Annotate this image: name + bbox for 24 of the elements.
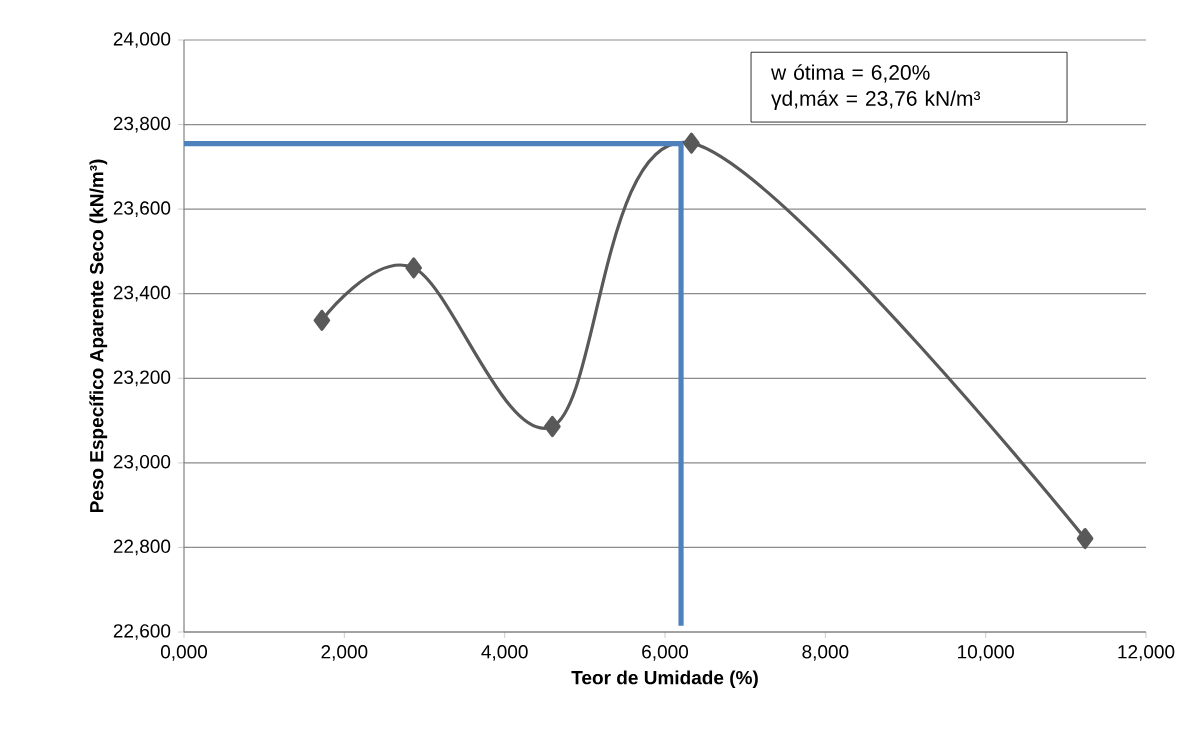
x-axis-title: Teor de Umidade (%) — [571, 670, 758, 689]
point — [405, 257, 423, 279]
x-tick-label: 8,000 — [802, 645, 849, 661]
y-tick-label: 23,200 — [113, 370, 171, 387]
y-axis-title: Peso Específico Aparente Seco (kN/m³) — [89, 159, 108, 513]
point — [544, 415, 561, 438]
y-tick-label: 22,800 — [113, 539, 171, 556]
x-tick-label: 6,000 — [642, 645, 689, 661]
y-tick-label: 23,400 — [113, 285, 171, 302]
annotation: w ótima = 6,20% — [771, 64, 930, 83]
y-tick-label: 23,600 — [113, 201, 171, 217]
x-tick-label: 0,000 — [160, 645, 208, 661]
x-tick-label: 10,000 — [958, 645, 1014, 661]
x-tick-label: 4,000 — [481, 645, 528, 661]
y-tick-label: 24,000 — [113, 32, 171, 48]
point — [313, 309, 331, 331]
y-tick-label: 23,000 — [113, 454, 171, 471]
annotation: γd,máx = 23,76 kN/m³ — [771, 90, 981, 111]
x-tick-label: 2,000 — [321, 645, 368, 661]
y-tick-label: 22,600 — [113, 624, 171, 640]
y-tick-label: 23,800 — [113, 116, 171, 133]
point — [1076, 527, 1094, 550]
point — [683, 132, 700, 154]
x-tick-label: 12,000 — [1118, 645, 1175, 661]
